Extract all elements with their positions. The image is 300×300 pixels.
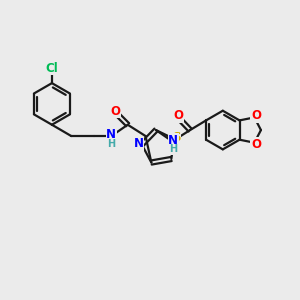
Text: O: O [173,109,183,122]
Text: O: O [111,105,121,118]
Text: N: N [106,128,116,141]
Text: Cl: Cl [46,62,58,75]
Text: S: S [172,131,181,144]
Text: O: O [251,138,261,151]
Text: H: H [107,140,116,149]
Text: N: N [168,134,178,147]
Text: N: N [134,137,144,150]
Text: O: O [251,110,261,122]
Text: H: H [169,144,177,154]
